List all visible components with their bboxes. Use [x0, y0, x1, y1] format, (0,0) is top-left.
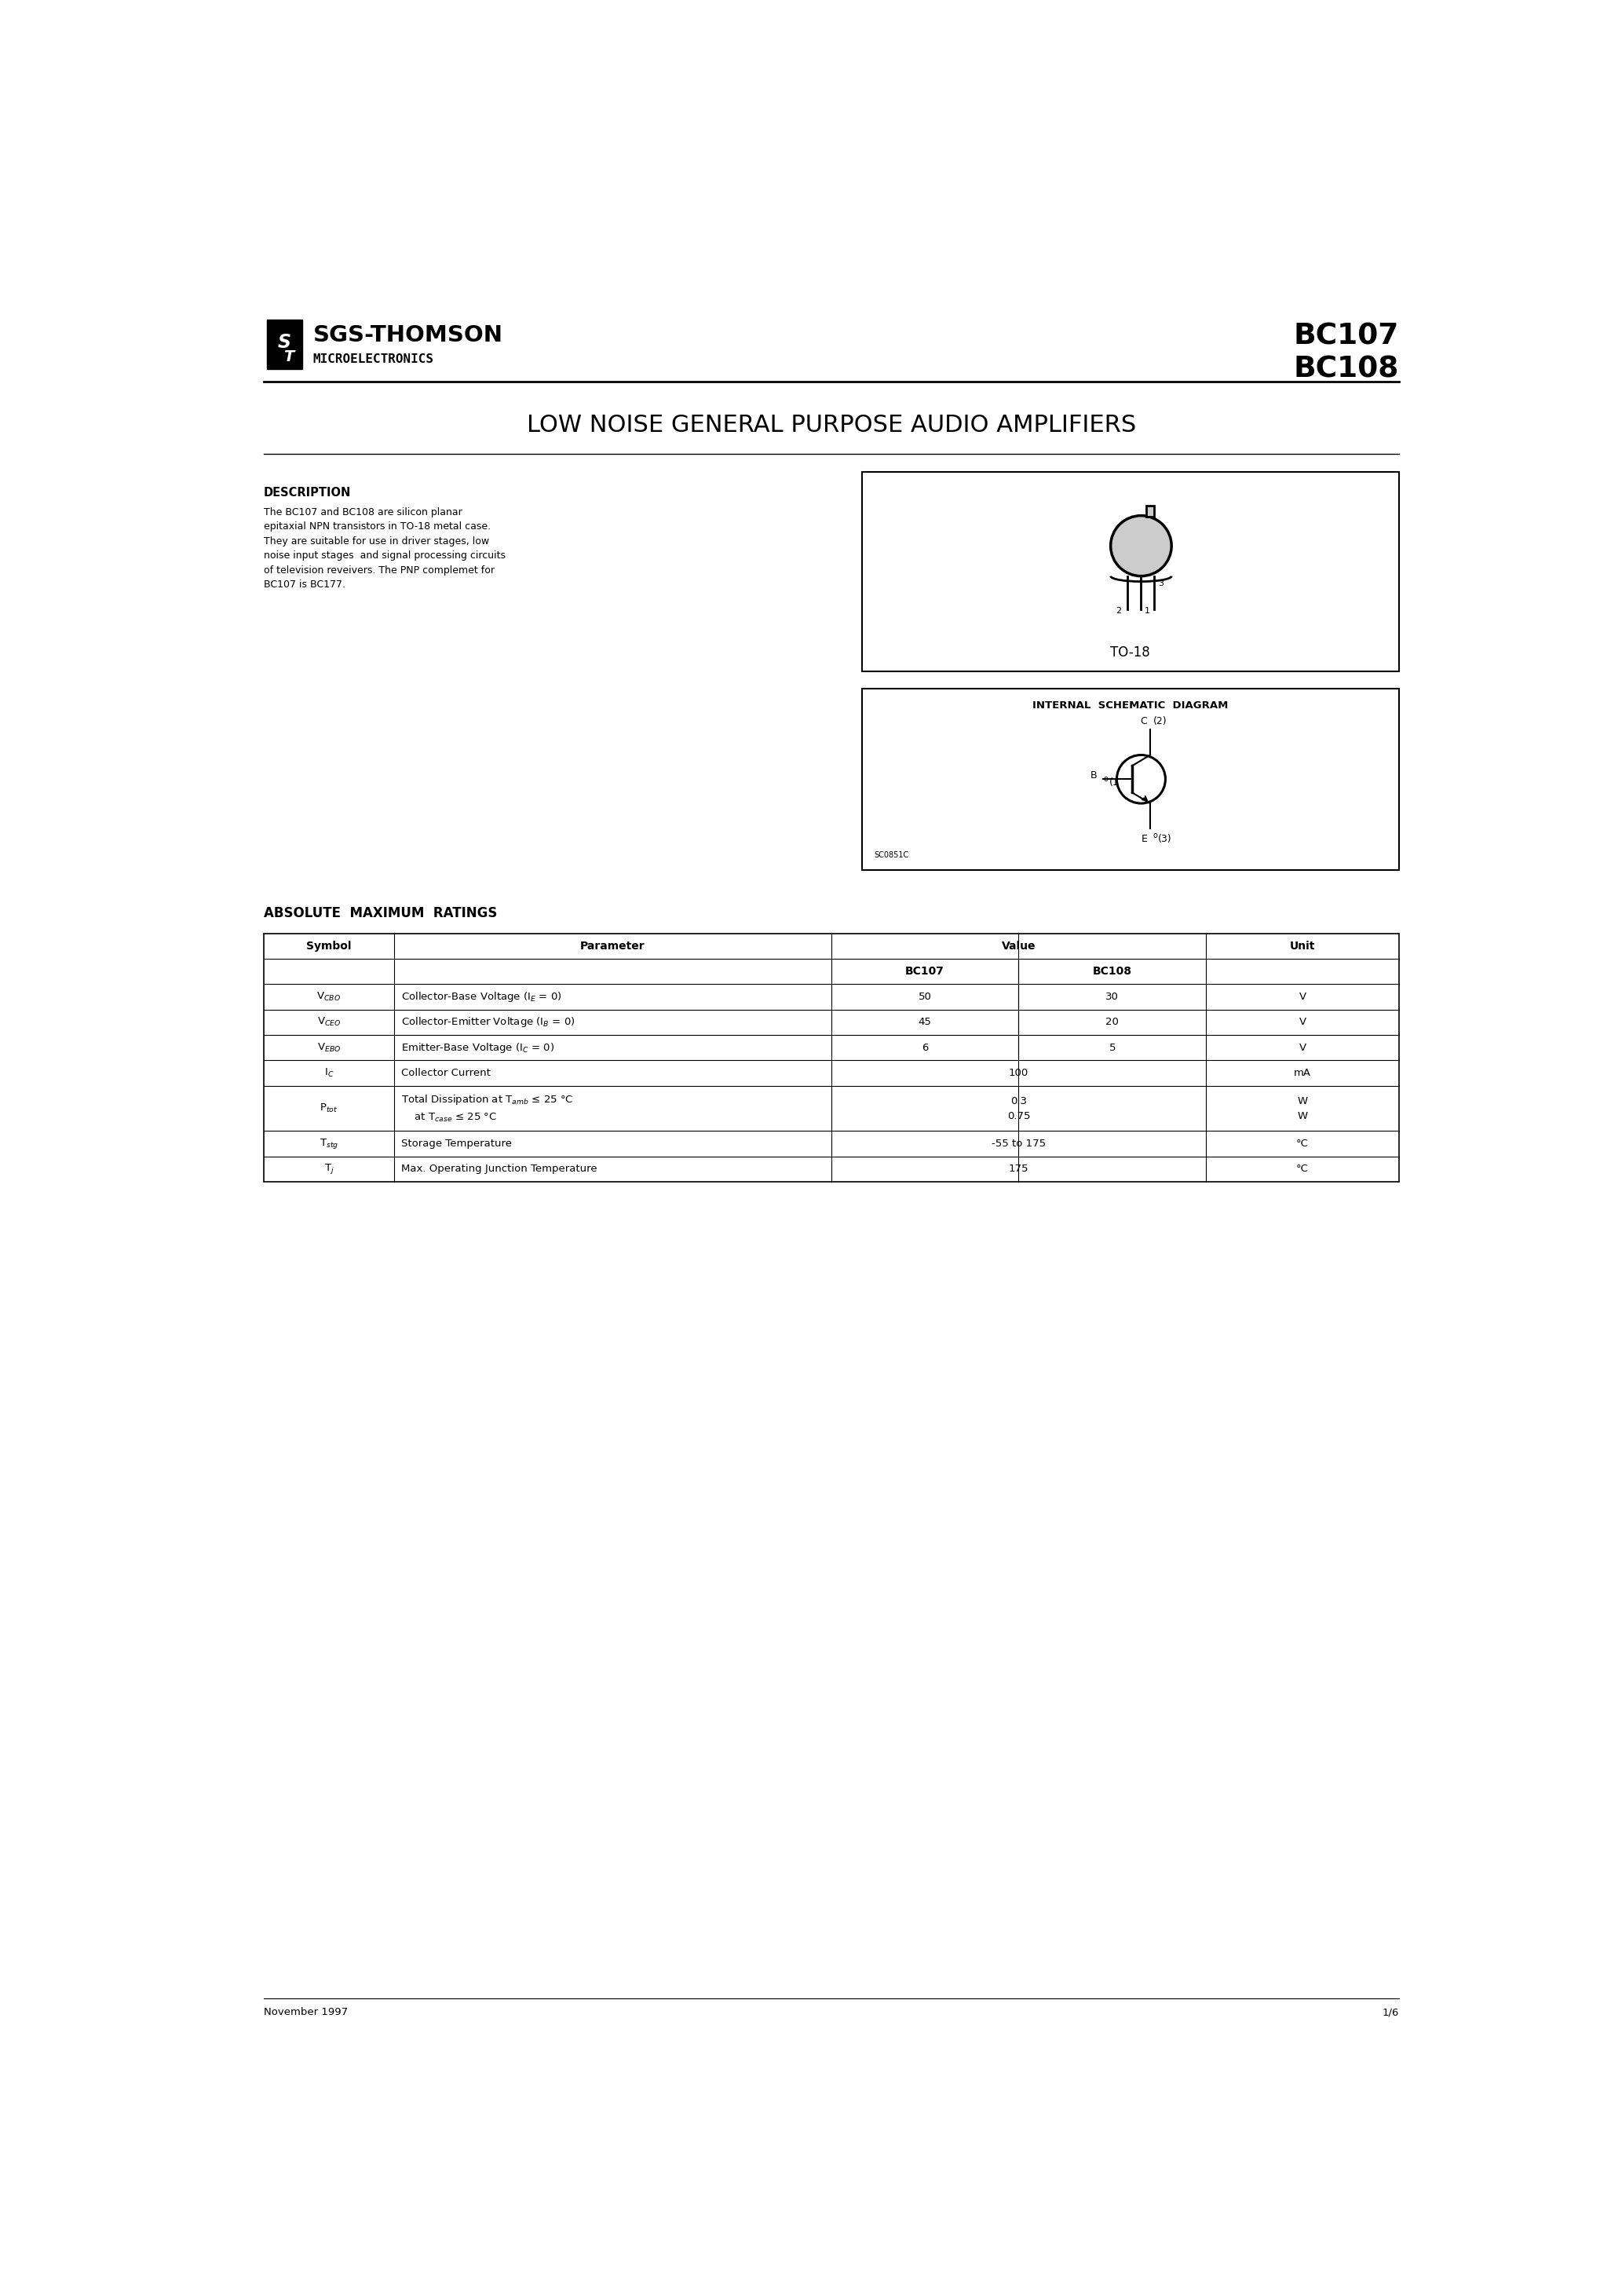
Bar: [264, 934, 1398, 1182]
Text: V$_{CEO}$: V$_{CEO}$: [316, 1017, 341, 1029]
Text: (2): (2): [1153, 716, 1168, 726]
Text: S: S: [277, 333, 290, 351]
Text: 3: 3: [1158, 579, 1163, 588]
Text: Storage Temperature: Storage Temperature: [402, 1139, 513, 1148]
Circle shape: [1116, 755, 1166, 804]
Text: Symbol: Symbol: [307, 941, 352, 951]
Text: INTERNAL  SCHEMATIC  DIAGRAM: INTERNAL SCHEMATIC DIAGRAM: [1033, 700, 1228, 712]
Bar: [266, 319, 302, 370]
Text: Value: Value: [1001, 941, 1036, 951]
Text: 1/6: 1/6: [1382, 2007, 1398, 2018]
Text: mA: mA: [1294, 1068, 1311, 1079]
Text: Unit: Unit: [1289, 941, 1315, 951]
Circle shape: [1111, 517, 1171, 576]
Text: V: V: [1299, 1042, 1306, 1054]
Text: °C: °C: [1296, 1164, 1309, 1173]
Text: V$_{CBO}$: V$_{CBO}$: [316, 992, 341, 1003]
Text: (3): (3): [1158, 833, 1173, 845]
Text: BC107: BC107: [905, 967, 944, 976]
Text: °C: °C: [1296, 1139, 1309, 1148]
Text: T: T: [284, 349, 294, 365]
Text: C: C: [1140, 716, 1147, 726]
Text: Parameter: Parameter: [581, 941, 646, 951]
Text: TO-18: TO-18: [1111, 645, 1150, 659]
Text: 50: 50: [918, 992, 931, 1001]
Text: 0.3
0.75: 0.3 0.75: [1007, 1095, 1030, 1120]
Text: V: V: [1299, 992, 1306, 1001]
Text: SGS-THOMSON: SGS-THOMSON: [313, 324, 503, 347]
Text: Max. Operating Junction Temperature: Max. Operating Junction Temperature: [402, 1164, 597, 1173]
Text: Emitter-Base Voltage (I$_{C}$ = 0): Emitter-Base Voltage (I$_{C}$ = 0): [402, 1040, 555, 1054]
Text: T$_{j}$: T$_{j}$: [324, 1162, 334, 1176]
Text: P$_{tot}$: P$_{tot}$: [320, 1102, 337, 1114]
Text: BC107: BC107: [1293, 324, 1398, 351]
Text: o: o: [1103, 774, 1108, 783]
Text: Collector Current: Collector Current: [402, 1068, 491, 1079]
Text: ABSOLUTE  MAXIMUM  RATINGS: ABSOLUTE MAXIMUM RATINGS: [264, 907, 496, 921]
Text: Collector-Emitter Voltage (I$_{B}$ = 0): Collector-Emitter Voltage (I$_{B}$ = 0): [402, 1015, 576, 1029]
Text: 100: 100: [1009, 1068, 1028, 1079]
Bar: [861, 689, 1398, 870]
Text: (1): (1): [1109, 778, 1124, 788]
Text: The BC107 and BC108 are silicon planar
epitaxial NPN transistors in TO-18 metal : The BC107 and BC108 are silicon planar e…: [264, 507, 506, 590]
Text: 1: 1: [1145, 606, 1150, 615]
Text: DESCRIPTION: DESCRIPTION: [264, 487, 350, 498]
Text: November 1997: November 1997: [264, 2007, 347, 2018]
Text: T$_{stg}$: T$_{stg}$: [320, 1137, 339, 1150]
Text: 2: 2: [1116, 606, 1121, 615]
Text: Collector-Base Voltage (I$_{E}$ = 0): Collector-Base Voltage (I$_{E}$ = 0): [402, 990, 561, 1003]
Text: 175: 175: [1009, 1164, 1028, 1173]
Text: E: E: [1140, 833, 1147, 845]
Text: BC108: BC108: [1093, 967, 1132, 976]
Text: W
W: W W: [1298, 1095, 1307, 1120]
Text: 6: 6: [921, 1042, 928, 1054]
Text: I$_{C}$: I$_{C}$: [324, 1068, 334, 1079]
Text: MICROELECTRONICS: MICROELECTRONICS: [313, 354, 433, 365]
Text: V: V: [1299, 1017, 1306, 1026]
Polygon shape: [1145, 505, 1155, 517]
Text: o: o: [1153, 831, 1158, 840]
Text: 5: 5: [1109, 1042, 1116, 1054]
Bar: [861, 473, 1398, 670]
Text: LOW NOISE GENERAL PURPOSE AUDIO AMPLIFIERS: LOW NOISE GENERAL PURPOSE AUDIO AMPLIFIE…: [527, 413, 1135, 436]
Text: SC0851C: SC0851C: [874, 852, 908, 859]
Text: -55 to 175: -55 to 175: [991, 1139, 1046, 1148]
Text: 45: 45: [918, 1017, 931, 1026]
Text: BC108: BC108: [1293, 356, 1398, 383]
Text: B: B: [1090, 771, 1096, 781]
Text: Total Dissipation at T$_{amb}$ ≤ 25 °C
    at T$_{case}$ ≤ 25 °C: Total Dissipation at T$_{amb}$ ≤ 25 °C a…: [402, 1093, 574, 1123]
Text: 30: 30: [1106, 992, 1119, 1001]
Text: V$_{EBO}$: V$_{EBO}$: [316, 1042, 341, 1054]
Text: 20: 20: [1106, 1017, 1119, 1026]
